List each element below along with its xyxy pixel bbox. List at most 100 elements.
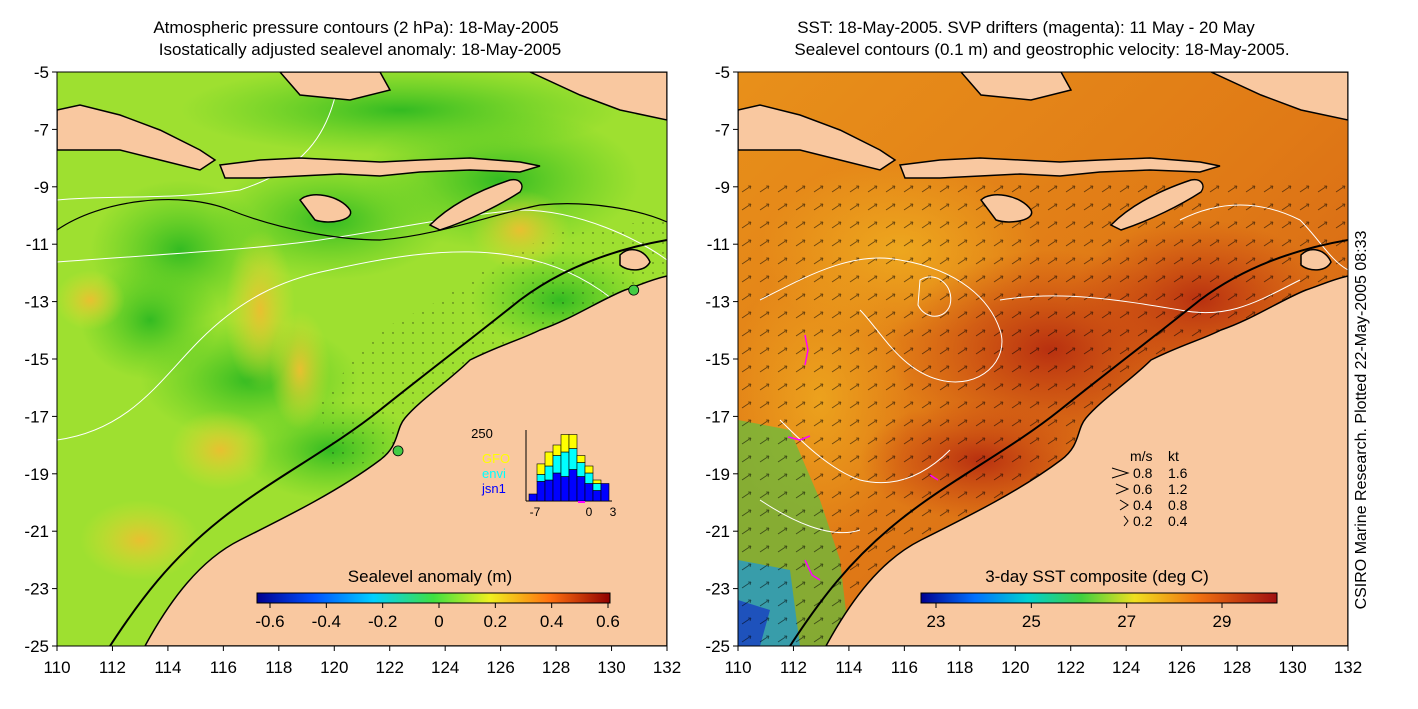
timor-island: [1109, 178, 1204, 231]
inset-bar-gfo: [568, 434, 578, 449]
sealevel-contour: [1179, 204, 1348, 271]
left-title-line2: Isostatically adjusted sealevel anomaly:…: [159, 40, 562, 59]
sst-colorbar-ticks: 23 25 27 29: [927, 603, 1232, 631]
sla-colorbar: [256, 592, 611, 604]
inset-bar-gfo: [560, 434, 570, 453]
y-tick-label: -15: [24, 350, 49, 369]
inset-legend-envi: envi: [482, 466, 506, 481]
sulawesi-coast: [960, 72, 1073, 101]
inset-bar-jsn1: [544, 479, 554, 502]
right-title-line1: SST: 18-May-2005. SVP drifters (magenta)…: [797, 18, 1255, 37]
inset-bar-envi: [560, 451, 570, 477]
inset-bar-envi: [544, 465, 554, 481]
velocity-legend-ms: 0.6: [1133, 481, 1153, 497]
x-tick-label: 128: [542, 658, 570, 677]
y-tick-label: -9: [715, 178, 730, 197]
nusa-tenggara-islands: [898, 157, 1221, 179]
sla-high-region: [170, 410, 270, 490]
inset-bar-gfo: [552, 444, 562, 456]
inset-bar-jsn1: [592, 490, 602, 502]
inset-bar-envi: [592, 483, 602, 491]
inset-bar-jsn1: [568, 469, 578, 502]
x-tick-label: 112: [780, 658, 807, 677]
colorbar-tick-label: 27: [1117, 612, 1136, 631]
velocity-legend-arrow: [1119, 499, 1129, 511]
colorbar-tick-label: -0.2: [368, 612, 397, 631]
y-tick-label: -25: [705, 637, 730, 656]
tiwi-island: [1300, 248, 1332, 271]
y-tick-label: -7: [34, 120, 49, 139]
colorbar-tick-label: -0.6: [255, 612, 284, 631]
map-markers: [392, 284, 640, 457]
y-tick-label: -13: [24, 293, 49, 312]
y-tick-label: -23: [705, 580, 730, 599]
x-tick-label: 118: [946, 658, 973, 677]
tiwi-island: [619, 248, 651, 271]
inset-ymax-label: 250: [471, 426, 493, 441]
y-tick-label: -5: [34, 63, 49, 82]
svp-drifter-track: [804, 334, 809, 366]
left-axes: 110 112 114 116 118 120 122 124 126 128 130 132 -5 -7…: [24, 63, 681, 677]
shelf-edge: [109, 239, 667, 646]
sla-low-region: [180, 72, 620, 155]
australia-land: [144, 275, 667, 646]
sealevel-contour: [759, 257, 1003, 383]
nusa-tenggara-islands: [218, 157, 541, 179]
colorbar-tick-label: 23: [927, 612, 946, 631]
colorbar-tick-label: -0.4: [312, 612, 341, 631]
y-tick-label: -9: [34, 178, 49, 197]
inset-bar-jsn1: [528, 493, 538, 502]
left-title-line1: Atmospheric pressure contours (2 hPa): 1…: [153, 18, 558, 37]
inset-bar-gfo: [544, 451, 554, 467]
pressure-contour: [57, 251, 667, 441]
x-tick-label: 116: [210, 658, 237, 677]
velocity-legend-arrow: [1123, 515, 1129, 527]
sulawesi-coast: [279, 72, 392, 101]
sumba-island: [299, 194, 352, 223]
java-island: [738, 104, 897, 171]
sla-high-region: [57, 270, 125, 330]
y-tick-label: -21: [705, 522, 730, 541]
inset-bar-gfo: [576, 455, 586, 463]
banda-islands: [529, 72, 667, 121]
velocity-legend-kt: 0.4: [1168, 513, 1188, 529]
inset-bar-envi: [568, 448, 578, 470]
velocity-legend-ms: 0.2: [1133, 513, 1153, 529]
right-colorbar-label: 3-day SST composite (deg C): [985, 567, 1209, 586]
svp-drifter-track: [804, 559, 821, 581]
inset-bar-envi: [584, 472, 594, 484]
y-tick-label: -15: [705, 350, 730, 369]
sealevel-contour: [999, 279, 1301, 314]
pressure-contour: [57, 72, 341, 201]
right-axes: 110 112 114 116 118 120 122 124 126 128 130 132 -5 -7…: [705, 63, 1362, 677]
sla-colorbar-ticks: -0.6 -0.4 -0.2 0 0.2 0.4 0.6: [255, 603, 620, 631]
velocity-legend-rows: 0.8 1.60.6 1.20.4 0.80.2 0.4: [1111, 465, 1188, 529]
x-tick-label: 116: [891, 658, 918, 677]
colorbar-tick-label: 0.2: [484, 612, 508, 631]
y-tick-label: -13: [705, 293, 730, 312]
sumba-island: [980, 194, 1033, 223]
inset-bar-jsn1: [560, 476, 570, 502]
x-tick-label: 122: [1057, 658, 1085, 677]
y-tick-label: -19: [705, 465, 730, 484]
colorbar-tick-label: 25: [1022, 612, 1041, 631]
inset-bar-jsn1: [584, 483, 594, 502]
sst-colorbar: [920, 592, 1278, 604]
x-tick-label: 120: [1001, 658, 1029, 677]
x-tick-label: 132: [1334, 658, 1362, 677]
colorbar-tick-label: 29: [1213, 612, 1232, 631]
velocity-legend-kt: 1.6: [1168, 465, 1188, 481]
x-tick-label: 126: [486, 658, 514, 677]
x-tick-label: 120: [320, 658, 348, 677]
x-tick-label: 110: [724, 658, 751, 677]
x-tick-label: 124: [1112, 658, 1140, 677]
x-tick-label: 118: [265, 658, 292, 677]
inset-bar-jsn1: [536, 481, 546, 502]
y-tick-label: -7: [715, 120, 730, 139]
y-tick-label: -21: [24, 522, 49, 541]
y-tick-label: -19: [24, 465, 49, 484]
shelf-edge: [789, 239, 1348, 646]
timor-island: [428, 178, 523, 231]
x-tick-label: 124: [431, 658, 459, 677]
pressure-contour: [57, 209, 667, 263]
